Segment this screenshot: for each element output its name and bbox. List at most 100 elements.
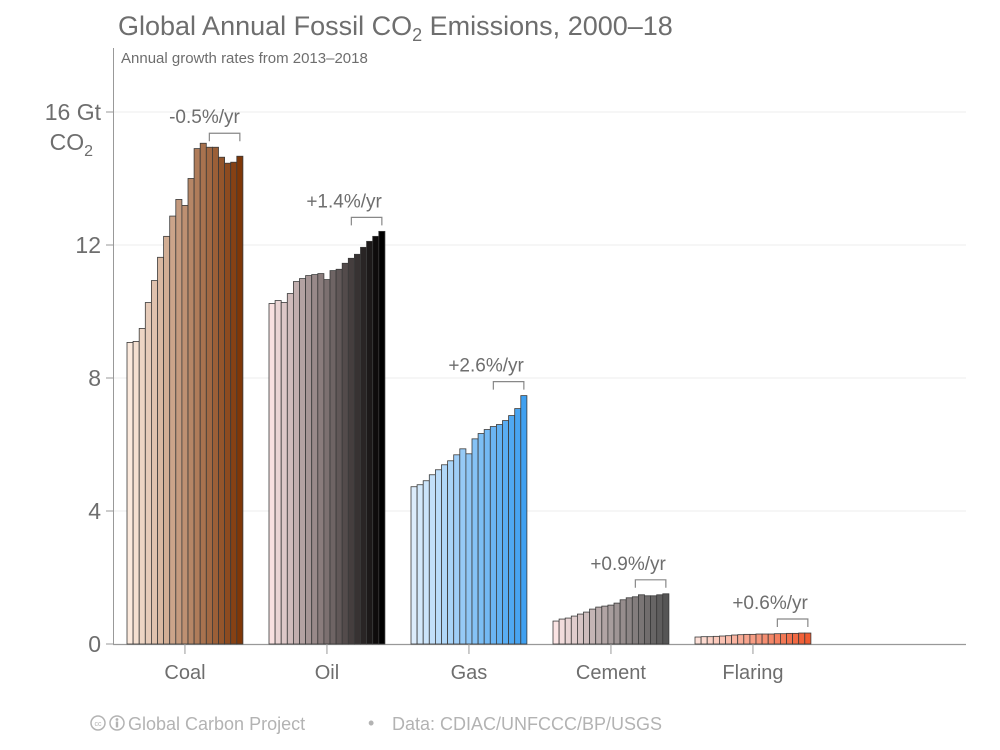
bar-coal-2002 [138, 328, 146, 645]
bar-flaring-2011 [761, 633, 769, 645]
bar-coal-2010 [187, 178, 195, 645]
bar-coal-2008 [175, 199, 183, 645]
footer-credit: Global Carbon Project [128, 714, 305, 734]
footer: cc Global Carbon Project • Data: CDIAC/U… [90, 713, 662, 734]
bar-oil-2009 [323, 279, 331, 645]
bar-oil-2002 [280, 302, 288, 645]
bar-flaring-2008 [743, 633, 751, 645]
bar-coal-2003 [144, 302, 152, 645]
bar-oil-2016 [366, 240, 374, 645]
y-tick-label: 8 [88, 365, 101, 391]
bar-oil-2012 [341, 262, 349, 645]
bar-oil-2013 [347, 257, 355, 645]
growth-bracket [634, 579, 667, 588]
bar-gas-2015 [502, 420, 509, 645]
growth-rate-label: +0.9%/yr [590, 554, 666, 575]
bar-cement-2010 [613, 602, 621, 645]
bar-gas-2012 [483, 429, 491, 645]
bar-flaring-2003 [712, 635, 720, 645]
bar-cement-2008 [601, 605, 609, 645]
attribution-icon [109, 715, 125, 731]
bar-coal-2005 [157, 256, 164, 645]
bar-flaring-2018 [804, 632, 812, 645]
growth-bracket [776, 618, 809, 628]
bar-coal-2017 [230, 161, 238, 645]
bar-flaring-2013 [773, 633, 781, 645]
bar-flaring-2017 [798, 632, 806, 645]
bar-oil-2004 [292, 281, 300, 645]
category-label: Coal [164, 662, 205, 684]
bar-flaring-2000 [694, 636, 702, 645]
bar-cement-2006 [589, 608, 597, 645]
bar-oil-2008 [317, 273, 325, 645]
bar-oil-2017 [372, 235, 380, 645]
bar-gas-2014 [495, 424, 503, 645]
bar-flaring-2009 [749, 633, 757, 645]
attribution-icon-body [115, 721, 119, 728]
bar-coal-2015 [218, 156, 225, 645]
bar-flaring-2001 [700, 636, 708, 645]
bar-flaring-2002 [706, 636, 714, 645]
bar-oil-2006 [305, 275, 313, 645]
growth-bracket [208, 132, 241, 142]
bar-gas-2008 [459, 448, 467, 645]
bar-gas-2001 [416, 484, 424, 645]
bar-gas-2002 [422, 480, 430, 645]
bar-flaring-2006 [731, 634, 739, 645]
footer-source: Data: CDIAC/UNFCCC/BP/USGS [392, 714, 662, 734]
bar-coal-2004 [150, 280, 158, 645]
bar-coal-2009 [181, 205, 189, 645]
y-tick-label: 12 [75, 232, 101, 258]
bar-cement-2012 [625, 597, 633, 645]
bar-cement-2002 [564, 617, 572, 645]
bar-cement-2017 [656, 594, 664, 645]
growth-bracket [350, 216, 383, 226]
bar-flaring-2004 [719, 635, 726, 645]
bar-coal-2006 [163, 235, 171, 645]
bar-flaring-2014 [780, 633, 787, 645]
bar-coal-2018 [236, 155, 244, 645]
bar-flaring-2005 [725, 635, 732, 645]
bar-cement-2018 [662, 593, 670, 645]
attribution-icon-head [115, 718, 119, 721]
bar-coal-2007 [169, 215, 177, 645]
bar-gas-2004 [434, 469, 442, 645]
bar-cement-2005 [583, 611, 590, 645]
category-label: Cement [576, 662, 646, 684]
bar-cement-2016 [650, 595, 658, 645]
growth-rate-label: -0.5%/yr [169, 107, 240, 128]
bar-gas-2007 [453, 454, 461, 645]
bar-coal-2012 [199, 142, 207, 645]
category-label: Oil [315, 662, 339, 684]
chart-subtitle: Annual growth rates from 2013–2018 [121, 50, 368, 67]
bar-oil-2000 [268, 303, 276, 645]
y-label-top: 16 Gt [45, 99, 102, 125]
category-label: Flaring [722, 662, 783, 684]
bar-gas-2017 [514, 408, 522, 645]
bar-gas-2000 [410, 486, 418, 645]
growth-rate-label: +0.6%/yr [732, 593, 808, 614]
bar-gas-2003 [428, 474, 436, 645]
bar-cement-2000 [552, 620, 560, 645]
chart-title: Global Annual Fossil CO2 Emissions, 2000… [118, 11, 673, 45]
bar-oil-2015 [360, 246, 367, 645]
bar-gas-2011 [477, 433, 485, 645]
bar-cement-2015 [644, 595, 651, 645]
bar-gas-2010 [471, 438, 479, 645]
bar-cement-2009 [607, 604, 615, 645]
bar-gas-2005 [441, 464, 448, 645]
bar-flaring-2016 [792, 632, 800, 645]
cc-icon [90, 715, 106, 731]
bar-cement-2014 [638, 594, 645, 645]
bar-gas-2013 [489, 426, 497, 645]
bar-cement-2004 [577, 613, 584, 645]
bar-coal-2013 [205, 146, 213, 645]
y-unit-label: CO2 [50, 129, 94, 160]
bar-coal-2011 [193, 148, 201, 645]
bar-coal-2014 [211, 146, 219, 645]
bar-oil-2014 [353, 253, 361, 645]
bar-oil-2001 [274, 300, 282, 645]
bar-flaring-2007 [737, 634, 745, 645]
footer-bullet: • [368, 713, 374, 733]
